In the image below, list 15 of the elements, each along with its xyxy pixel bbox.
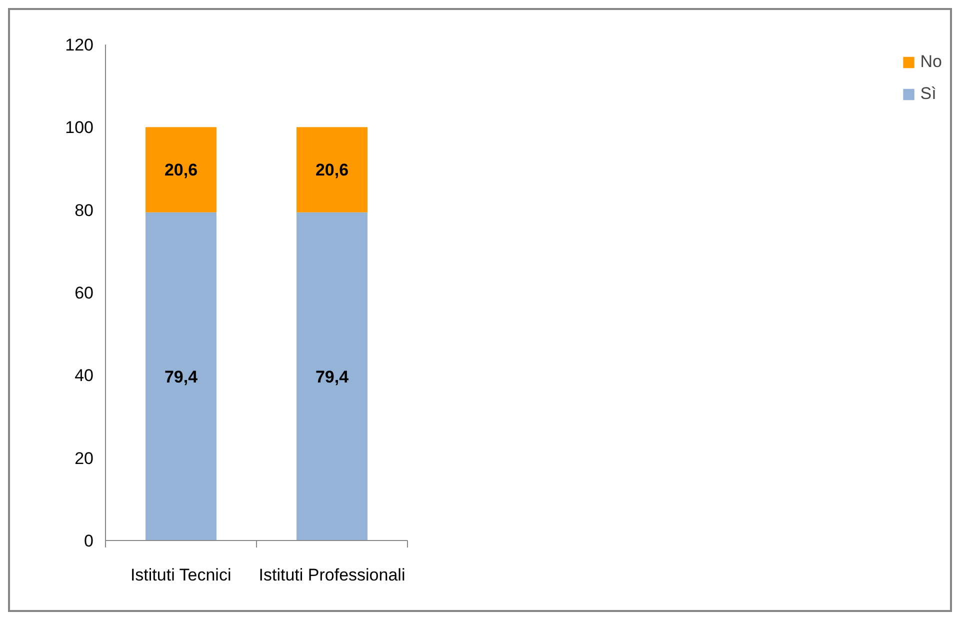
y-tick-label: 40 (74, 366, 94, 386)
y-tick-label: 80 (74, 200, 94, 220)
data-label: 20,6 (164, 160, 198, 180)
legend-label: Sì (920, 84, 938, 104)
y-tick-label: 20 (74, 448, 94, 468)
x-tick-label: Istituti Tecnici (130, 566, 232, 584)
data-label: 20,6 (315, 160, 349, 180)
y-tick-label: 120 (65, 36, 94, 54)
data-label: 79,4 (164, 367, 198, 386)
legend-label: No (920, 52, 942, 72)
x-tick-label: Istituti Professionali (258, 566, 406, 584)
data-label: 79,4 (315, 367, 350, 386)
y-tick-label: 0 (84, 532, 94, 550)
y-tick-label: 60 (74, 284, 94, 302)
y-tick-label: 100 (65, 118, 94, 138)
